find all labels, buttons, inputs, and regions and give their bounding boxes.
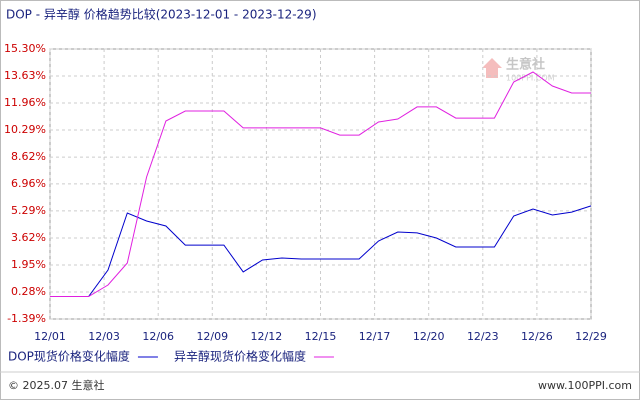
x-tick-label: 12/03: [88, 330, 120, 343]
x-tick-label: 12/20: [413, 330, 445, 343]
legend-label: DOP现货价格变化幅度: [8, 349, 130, 364]
footer-right: www.100PPI.com: [538, 379, 632, 392]
series-line: [50, 205, 592, 297]
y-tick-label: 6.96%: [11, 177, 46, 190]
y-tick-label: 15.30%: [4, 42, 46, 55]
x-tick-label: 12/15: [305, 330, 337, 343]
y-tick-label: 3.62%: [11, 231, 46, 244]
watermark: 生意社 100PPI.COM: [482, 57, 555, 83]
x-tick-label: 12/01: [34, 330, 66, 343]
legend-label: 异辛醇现货价格变化幅度: [174, 349, 306, 364]
x-tick-label: 12/12: [251, 330, 283, 343]
x-tick-label: 12/23: [467, 330, 499, 343]
footer-left: © 2025.07 生意社: [8, 378, 104, 392]
y-tick-label: 5.29%: [11, 204, 46, 217]
y-tick-label: 13.63%: [4, 69, 46, 82]
x-tick-label: 12/29: [575, 330, 607, 343]
watermark-name: 生意社: [506, 57, 545, 73]
y-tick-label: 10.29%: [4, 123, 46, 136]
series-line: [50, 71, 591, 297]
chart-title: DOP - 异辛醇 价格趋势比较(2023-12-01 - 2023-12-29…: [6, 7, 317, 22]
x-tick-label: 12/06: [142, 330, 174, 343]
y-tick-label: 1.95%: [11, 258, 46, 271]
y-tick-label: -1.39%: [7, 312, 46, 325]
watermark-url: 100PPI.COM: [506, 74, 555, 83]
x-tick-label: 12/09: [196, 330, 228, 343]
x-tick-label: 12/17: [359, 330, 391, 343]
y-tick-label: 8.62%: [11, 150, 46, 163]
watermark-icon: [482, 58, 502, 78]
y-tick-label: 0.28%: [11, 285, 46, 298]
y-tick-label: 11.96%: [4, 96, 46, 109]
x-tick-label: 12/26: [521, 330, 553, 343]
